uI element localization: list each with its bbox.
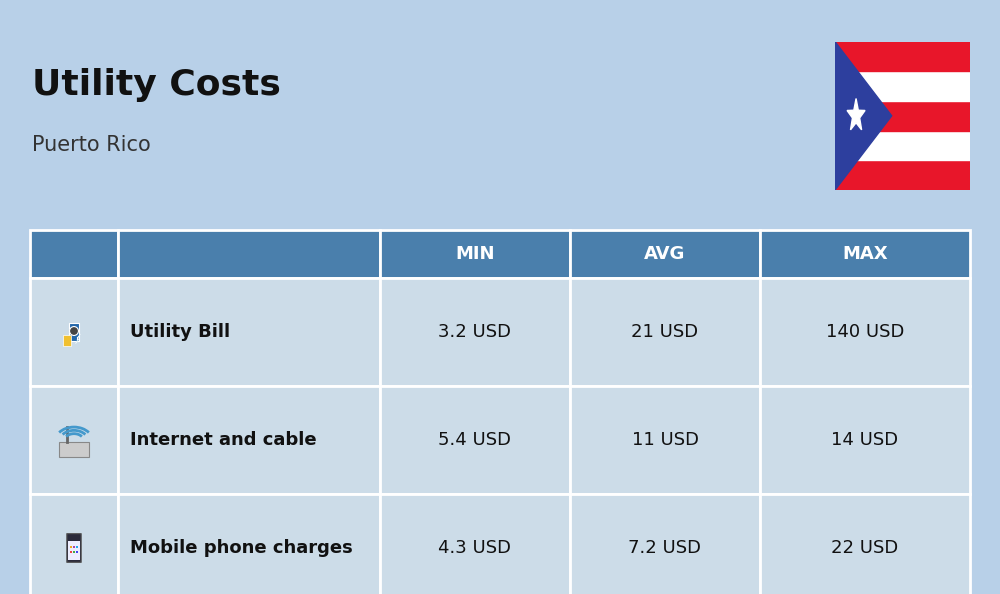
Bar: [76, 546, 78, 548]
Bar: [76, 551, 78, 554]
Bar: [68, 542, 80, 560]
FancyBboxPatch shape: [67, 533, 81, 563]
Text: 21 USD: 21 USD: [631, 323, 699, 341]
Bar: [59, 442, 89, 457]
Bar: [30, 230, 118, 278]
Text: Utility Costs: Utility Costs: [32, 68, 281, 102]
Text: MIN: MIN: [455, 245, 495, 263]
Bar: [835, 101, 970, 131]
Bar: [570, 386, 760, 494]
Bar: [30, 494, 118, 594]
Bar: [73, 551, 75, 554]
Bar: [835, 160, 970, 190]
Bar: [70, 546, 72, 548]
Text: MAX: MAX: [842, 245, 888, 263]
Bar: [835, 131, 970, 160]
Text: 11 USD: 11 USD: [632, 431, 698, 449]
Text: Utility Bill: Utility Bill: [130, 323, 230, 341]
Bar: [835, 71, 970, 101]
Bar: [118, 278, 380, 386]
Bar: [380, 278, 570, 386]
Polygon shape: [847, 99, 865, 130]
Bar: [70, 551, 72, 554]
Bar: [118, 230, 380, 278]
Text: 4.3 USD: 4.3 USD: [438, 539, 512, 557]
Bar: [118, 386, 380, 494]
Bar: [380, 494, 570, 594]
Bar: [760, 278, 970, 386]
Bar: [570, 494, 760, 594]
Bar: [69, 323, 79, 341]
Text: 7.2 USD: 7.2 USD: [629, 539, 702, 557]
Bar: [73, 546, 75, 548]
Text: 5.4 USD: 5.4 USD: [438, 431, 512, 449]
Bar: [118, 494, 380, 594]
Bar: [570, 278, 760, 386]
Text: 3.2 USD: 3.2 USD: [438, 323, 512, 341]
Text: Puerto Rico: Puerto Rico: [32, 135, 151, 155]
Bar: [380, 386, 570, 494]
Bar: [835, 42, 970, 71]
Text: 14 USD: 14 USD: [831, 431, 899, 449]
Polygon shape: [835, 42, 892, 190]
Bar: [380, 230, 570, 278]
Bar: [63, 335, 71, 346]
Bar: [30, 386, 118, 494]
Bar: [760, 494, 970, 594]
Text: Mobile phone charges: Mobile phone charges: [130, 539, 353, 557]
Text: 140 USD: 140 USD: [826, 323, 904, 341]
Bar: [760, 386, 970, 494]
Bar: [30, 278, 118, 386]
Bar: [760, 230, 970, 278]
Text: AVG: AVG: [644, 245, 686, 263]
Text: Internet and cable: Internet and cable: [130, 431, 317, 449]
Bar: [570, 230, 760, 278]
Circle shape: [70, 327, 78, 336]
Polygon shape: [75, 334, 80, 344]
Text: 22 USD: 22 USD: [831, 539, 899, 557]
